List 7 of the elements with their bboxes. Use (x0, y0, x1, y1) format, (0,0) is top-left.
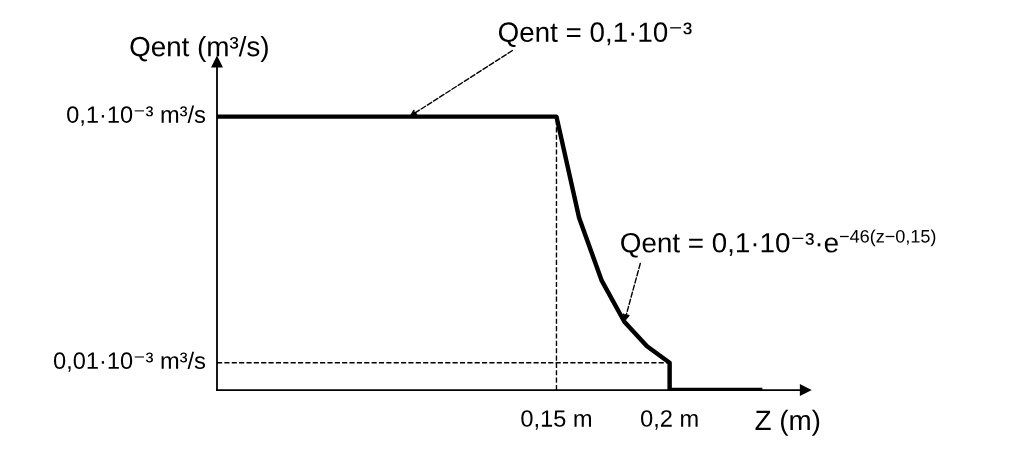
annotation: 0,01·10⁻³ m³/s (53, 351, 206, 372)
x-tick-label: 0,15 m (521, 410, 591, 430)
x-tick-label: 0,2 m (641, 410, 698, 430)
x-axis-title: Z (m) (755, 409, 820, 436)
y-axis-title: Qent (m³/s) (130, 36, 268, 62)
annotation: 0,1·10⁻³ m³/s (67, 105, 206, 126)
annotation: Qent = 0,1·10⁻³ (498, 22, 692, 48)
